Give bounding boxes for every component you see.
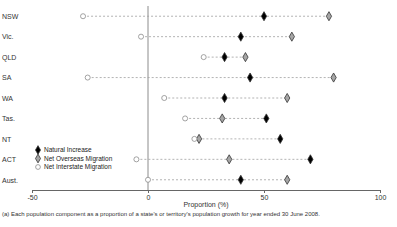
category-label: WA — [2, 95, 13, 102]
dot — [81, 14, 86, 19]
y-tick: Tas. — [2, 115, 15, 122]
dot — [247, 73, 252, 82]
legend-label: Net Overseas Migration — [44, 155, 113, 163]
dot — [162, 95, 167, 100]
dot — [308, 155, 313, 164]
category-label: Aust. — [2, 177, 18, 184]
y-tick: NSW — [2, 13, 19, 20]
marks — [81, 12, 337, 185]
category-label: Vic. — [2, 33, 14, 40]
dot — [134, 157, 139, 162]
x-tick: 50 — [261, 190, 269, 201]
x-tick-mark — [264, 190, 265, 193]
range-line — [141, 36, 292, 37]
x-tick-label: -50 — [27, 194, 37, 201]
dot — [285, 175, 290, 184]
y-tick: WA — [2, 95, 13, 102]
x-tick: -50 — [27, 190, 37, 201]
y-axis: NSW Vic. QLD SA WA Tas. NT ACT Aust. — [2, 13, 19, 184]
legend-item: Natural Increase — [35, 146, 92, 155]
x-tick-mark — [32, 190, 33, 193]
dot — [145, 177, 150, 182]
category-label: Tas. — [2, 115, 15, 122]
range-line — [136, 159, 310, 160]
x-tick-label: 50 — [261, 194, 269, 201]
y-tick: QLD — [2, 54, 16, 62]
x-tick-label: 0 — [147, 194, 151, 201]
y-tick: Aust. — [2, 177, 18, 184]
x-tick-mark — [380, 190, 381, 193]
x-tick: 100 — [375, 190, 387, 201]
legend-label: Natural Increase — [44, 146, 92, 153]
range-line — [185, 118, 266, 119]
range-line — [88, 77, 334, 78]
range-line — [194, 138, 280, 139]
dot — [285, 93, 290, 102]
legend-item: Net Interstate Migration — [36, 163, 112, 171]
y-tick: NT — [2, 136, 12, 143]
x-axis-title: Proportion (%) — [183, 201, 228, 209]
legend-item: Net Overseas Migration — [35, 154, 112, 163]
dot — [183, 116, 188, 121]
dot — [289, 32, 294, 41]
dot — [264, 114, 269, 123]
dot — [278, 134, 283, 143]
dot — [139, 34, 144, 39]
dot — [201, 55, 206, 60]
legend-symbol — [35, 146, 40, 155]
x-axis: -50 0 50 100 — [27, 190, 386, 201]
category-label: SA — [2, 74, 12, 81]
dot — [222, 93, 227, 102]
category-label: ACT — [2, 156, 17, 163]
dot — [192, 136, 197, 141]
category-label: QLD — [2, 54, 16, 62]
dot — [238, 175, 243, 184]
footnote: (a) Each population component as a propo… — [2, 211, 320, 217]
dot — [222, 53, 227, 62]
dot — [331, 73, 336, 82]
dot — [220, 114, 225, 123]
dot — [238, 32, 243, 41]
range-line — [148, 179, 287, 180]
dot — [243, 53, 248, 62]
x-axis-line — [33, 191, 381, 194]
legend-symbol — [35, 154, 40, 163]
x-tick: 0 — [147, 190, 151, 201]
chart: -50 0 50 100 NSW Vic. QLD SA WA Tas. NT ACT Aust. Nat… — [0, 0, 397, 227]
y-tick: Vic. — [2, 33, 14, 40]
x-tick-mark — [148, 190, 149, 193]
zero-line — [148, 6, 149, 190]
legend: Natural Increase Net Overseas MigrationNe… — [35, 146, 112, 172]
x-tick-label: 100 — [375, 194, 387, 201]
plot: -50 0 50 100 NSW Vic. QLD SA WA Tas. NT ACT Aust. Nat… — [2, 6, 386, 201]
category-label: NSW — [2, 13, 19, 20]
category-label: NT — [2, 136, 12, 143]
legend-symbol — [36, 165, 41, 170]
dot — [326, 12, 331, 21]
y-tick: ACT — [2, 156, 17, 163]
dot — [85, 75, 90, 80]
dot — [261, 12, 266, 21]
dot — [227, 155, 232, 164]
y-tick: SA — [2, 74, 12, 81]
range-line — [83, 16, 329, 17]
legend-label: Net Interstate Migration — [44, 163, 112, 171]
